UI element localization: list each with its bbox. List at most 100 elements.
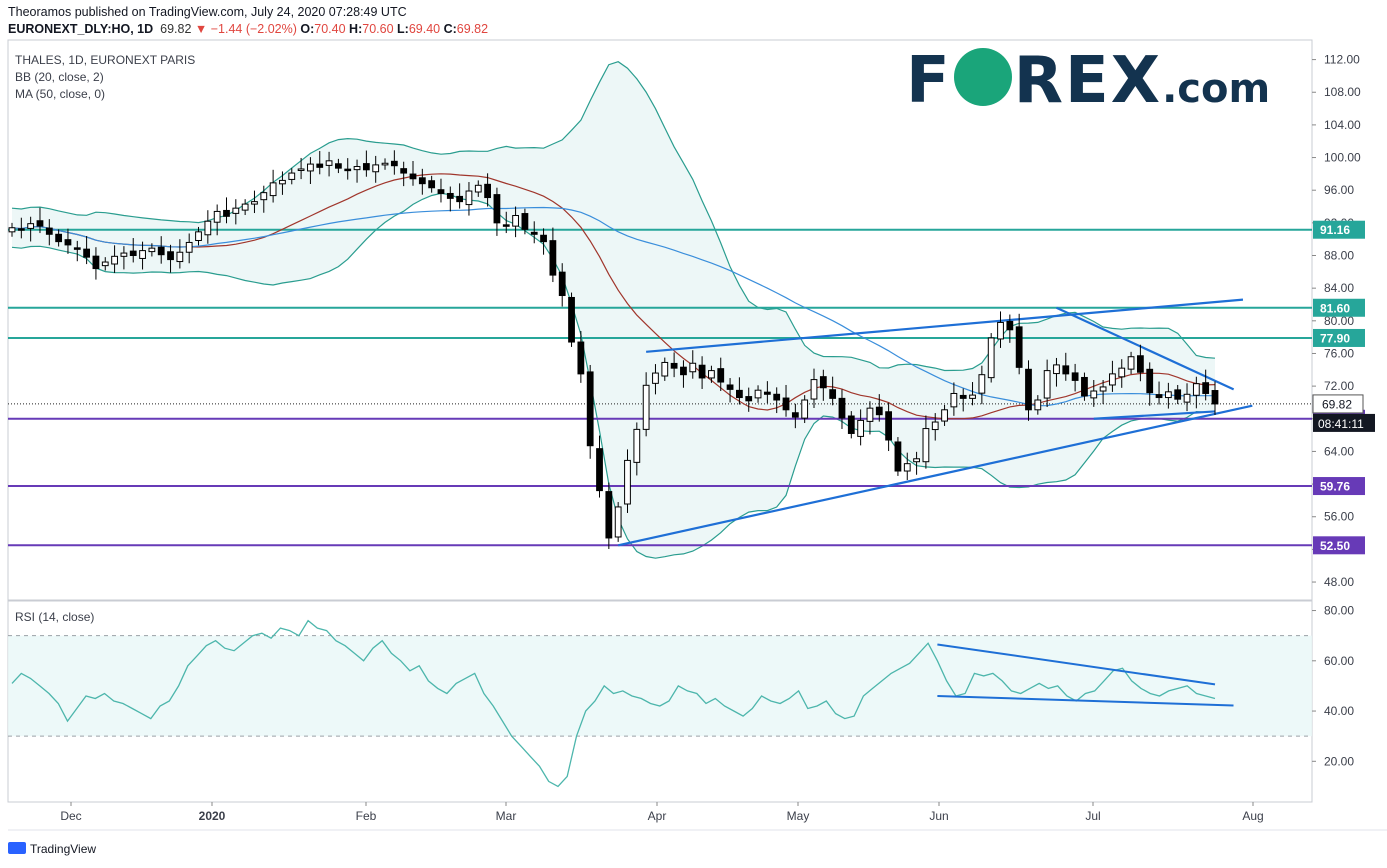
candle-body-2 — [27, 223, 35, 229]
candle-body-54 — [512, 215, 519, 227]
symbol-bar: EURONEXT_DLY:HO, 1D 69.82 ▼ −1.44 (−2.02… — [8, 22, 488, 36]
candle-body-43 — [409, 173, 417, 180]
tradingview-footer[interactable]: TradingView — [8, 842, 96, 856]
candle-body-58 — [549, 240, 557, 276]
candle-body-15 — [148, 247, 156, 253]
time-tick-label: Mar — [496, 809, 517, 823]
candle-body-44 — [418, 177, 426, 185]
rsi-trendline-1 — [937, 694, 1234, 707]
candle-body-8 — [83, 248, 90, 258]
rsi-tick-label: 80.00 — [1324, 604, 1354, 618]
time-tick-label: Dec — [60, 809, 81, 823]
level-label-1: 81.60 — [1320, 301, 1350, 315]
candle-body-72 — [680, 366, 687, 376]
price-tick-label: 48.00 — [1324, 575, 1354, 589]
candle-body-119 — [1118, 367, 1126, 378]
candle-body-11 — [111, 255, 118, 265]
candle-body-77 — [726, 384, 734, 390]
rsi-legend[interactable]: RSI (14, close) — [15, 610, 95, 624]
price-tick-label: 56.00 — [1324, 510, 1354, 524]
ma-legend[interactable]: MA (50, close, 0) — [15, 87, 106, 101]
price-tick-label: 112.00 — [1324, 53, 1360, 67]
candle-body-129 — [1211, 390, 1219, 405]
time-tick-label: Aug — [1242, 809, 1263, 823]
candle-body-20 — [195, 231, 202, 241]
candle-body-21 — [204, 220, 212, 236]
candle-body-45 — [428, 180, 436, 189]
candle-body-16 — [157, 246, 165, 256]
candle-body-92 — [866, 407, 874, 422]
bb-lower-line — [11, 192, 1216, 559]
last-price: 69.82 — [160, 22, 192, 36]
level-label-0: 91.16 — [1320, 223, 1350, 237]
publish-info: Theoramos published on TradingView.com, … — [8, 5, 407, 19]
logo-f: F — [906, 44, 952, 118]
candle-body-5 — [55, 233, 63, 243]
rsi-tick-label: 40.00 — [1324, 704, 1354, 718]
candle-body-99 — [931, 421, 939, 431]
candle-body-59 — [558, 271, 566, 297]
candle-body-28 — [269, 182, 277, 197]
candle-body-115 — [1081, 376, 1088, 397]
candle-body-9 — [92, 255, 100, 270]
candle-body-42 — [400, 168, 408, 174]
time-tick-label: Feb — [356, 809, 377, 823]
level-label-4: 59.76 — [1320, 480, 1350, 494]
candle-body-83 — [782, 397, 790, 411]
time-tick-label: Jun — [929, 809, 948, 823]
candle-body-121 — [1137, 355, 1144, 373]
candle-body-124 — [1164, 391, 1172, 399]
candle-body-62 — [586, 371, 594, 447]
logo-com: .com — [1162, 66, 1271, 112]
rsi-tick-label: 60.00 — [1324, 654, 1354, 668]
trendline-3 — [1093, 410, 1216, 420]
candle-body-65 — [614, 506, 622, 538]
footer-brand: TradingView — [30, 842, 97, 856]
candle-body-38 — [362, 163, 370, 171]
candle-body-109 — [1025, 368, 1032, 411]
candle-body-39 — [372, 164, 380, 173]
ohlc-o-label: O: — [300, 22, 315, 36]
time-tick-label: May — [787, 809, 810, 823]
candle-body-30 — [288, 172, 296, 180]
candle-body-25 — [241, 203, 249, 211]
candle-body-71 — [670, 362, 678, 369]
bb-legend[interactable]: BB (20, close, 2) — [15, 70, 104, 84]
candle-body-66 — [624, 459, 631, 505]
symbol-name[interactable]: EURONEXT_DLY:HO, 1D — [8, 22, 154, 36]
candle-body-48 — [456, 195, 464, 203]
rsi-band-fill — [8, 635, 1312, 737]
candle-body-50 — [474, 184, 482, 193]
candle-body-111 — [1043, 370, 1051, 399]
candle-body-104 — [978, 374, 986, 394]
bb-basis-line — [11, 173, 1216, 420]
candle-body-118 — [1109, 373, 1116, 386]
countdown-label: 08:41:11 — [1318, 417, 1364, 431]
ohlc-low: 69.40 — [408, 22, 441, 36]
candle-body-67 — [633, 428, 641, 463]
level-tag-2 — [1313, 328, 1365, 347]
candle-body-64 — [605, 491, 613, 539]
candle-body-85 — [801, 399, 809, 419]
candle-body-107 — [1006, 320, 1014, 331]
price-tick-label: 100.00 — [1324, 151, 1361, 165]
price-pane-frame — [7, 39, 1313, 601]
candle-body-122 — [1146, 368, 1154, 394]
candle-body-34 — [325, 160, 333, 166]
candle-body-116 — [1090, 390, 1098, 399]
price-tick-label: 96.00 — [1324, 183, 1354, 197]
rsi-tick-label: 20.00 — [1324, 754, 1354, 768]
candle-body-23 — [223, 209, 230, 217]
candle-body-33 — [316, 163, 324, 168]
candle-body-27 — [260, 192, 268, 201]
price-tick-label: 108.00 — [1324, 85, 1361, 99]
level-label-5: 52.50 — [1320, 539, 1350, 553]
candle-body-1 — [17, 228, 25, 231]
candle-body-3 — [36, 220, 44, 227]
candle-body-49 — [465, 190, 473, 206]
ohlc-open: 70.40 — [314, 22, 346, 36]
price-change: ▼ −1.44 (−2.02%) — [194, 22, 297, 36]
candle-body-125 — [1174, 389, 1182, 400]
candle-body-73 — [689, 362, 697, 373]
